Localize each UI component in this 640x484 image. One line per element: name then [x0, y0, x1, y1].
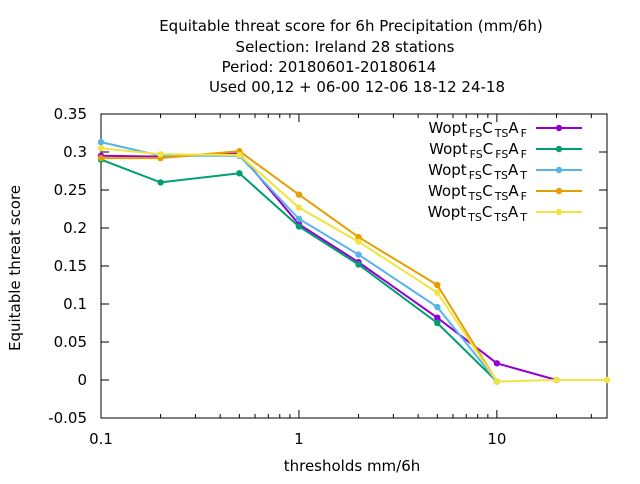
- y-tick-label: 0: [77, 371, 87, 389]
- legend-marker-5: [555, 208, 563, 216]
- series-point-3: [434, 303, 441, 311]
- x-axis-title: thresholds mm/6h: [284, 457, 421, 475]
- series-point-5: [553, 376, 560, 384]
- series-point-5: [295, 204, 303, 211]
- x-tick-label: 1: [294, 430, 304, 448]
- series-point-3: [295, 215, 303, 223]
- series-point-2: [355, 261, 362, 268]
- legend-label-1: Wopt FSC TSA F: [429, 119, 527, 140]
- series-point-2: [157, 179, 164, 186]
- series-point-4: [434, 281, 441, 289]
- series-point-5: [434, 289, 441, 296]
- legend-label-3: Wopt FSC TSA T: [428, 161, 527, 182]
- series-point-5: [603, 376, 611, 384]
- series-point-2: [434, 319, 441, 327]
- x-tick-label: 10: [487, 430, 506, 448]
- series-point-1: [434, 314, 441, 321]
- series-point-5: [355, 238, 362, 245]
- y-tick-label: 0.1: [63, 295, 87, 313]
- legend-marker-3: [555, 166, 563, 174]
- chart-title: Equitable threat score for 6h Precipitat…: [159, 17, 543, 96]
- series-point-5: [157, 151, 164, 158]
- series-point-5: [97, 145, 105, 152]
- y-tick-label: 0.25: [54, 181, 87, 199]
- series-point-3: [355, 251, 362, 258]
- y-axis-title: Equitable threat score: [6, 185, 24, 351]
- y-tick-label: 0.15: [54, 257, 87, 275]
- series-point-2: [236, 170, 243, 177]
- series-point-3: [97, 138, 105, 146]
- legend-label-5: Wopt TSC TSA T: [428, 203, 528, 224]
- series-point-1: [493, 360, 501, 367]
- series-point-5: [493, 378, 501, 385]
- legend-marker-2: [555, 145, 563, 153]
- y-tick-label: 0.05: [54, 333, 87, 351]
- title-line-3: Period: 20180601-20180614: [222, 58, 437, 76]
- legend-label-4: Wopt TSC TSA F: [428, 182, 527, 203]
- x-tick-label: 0.1: [89, 430, 113, 448]
- title-line-4: Used 00,12 + 06-00 12-06 18-12 24-18: [209, 78, 505, 96]
- series-point-4: [295, 191, 303, 198]
- legend-marker-4: [555, 187, 563, 195]
- title-line-2: Selection: Ireland 28 stations: [236, 38, 455, 56]
- series-line-5: [100, 147, 607, 383]
- series-point-5: [236, 151, 243, 159]
- legend-marker-1: [555, 124, 563, 132]
- y-tick-label: 0.35: [54, 105, 87, 123]
- title-line-1: Equitable threat score for 6h Precipitat…: [159, 17, 543, 35]
- y-tick-label: 0.3: [63, 143, 87, 161]
- y-tick-label: -0.05: [48, 409, 87, 427]
- series-point-4: [355, 233, 362, 241]
- plot-area: -0.05 0 0.05 0.1 0.15 0.2 0.25 0.3 0.35 0.1 1 10: [48, 105, 611, 448]
- series-point-2: [295, 223, 303, 230]
- y-tick-label: 0.2: [63, 219, 87, 237]
- series-point-4: [97, 154, 105, 162]
- legend-label-2: Wopt FSC FSA F: [429, 140, 527, 161]
